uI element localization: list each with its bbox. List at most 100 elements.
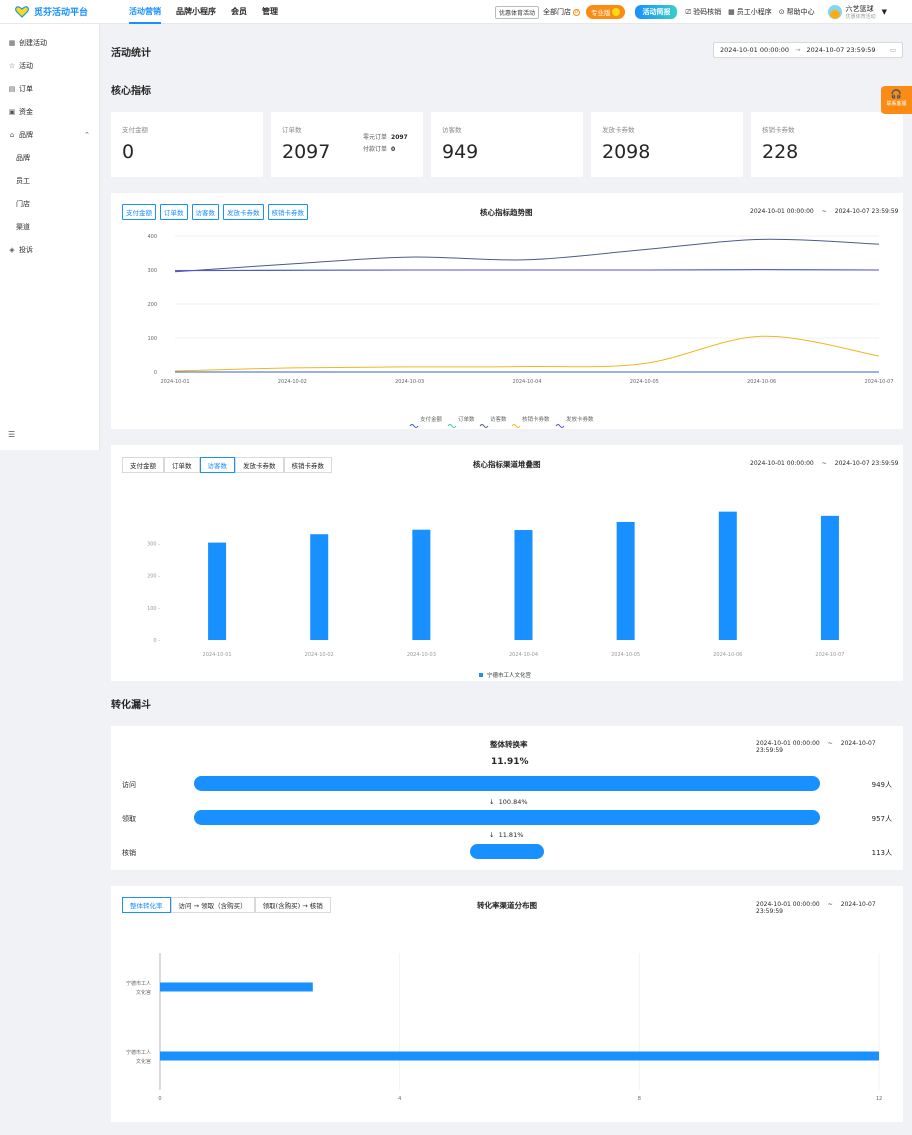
y-tick-label: 200 <box>147 302 157 308</box>
funnel-count: 949人 <box>871 781 892 789</box>
stack-date-start: 2024-10-01 00:00:00 <box>750 460 814 467</box>
sidebar-subitem-staff[interactable]: 员工 <box>16 176 30 185</box>
sidebar-item-brand[interactable]: ⌂ 品牌 ⌃ <box>0 123 99 146</box>
legend-label: 订单数 <box>458 415 475 423</box>
sidebar-item-complaint[interactable]: ◈ 投诉 <box>0 238 99 261</box>
x-tick-label: 2024-10-07 <box>815 652 844 658</box>
kpi-label: 核销卡券数 <box>762 126 795 134</box>
complaint-icon: ◈ <box>9 245 15 254</box>
grid-icon: ▦ <box>728 8 735 16</box>
trend-line-chart: 0 100 200 300 400 2024-10-01 2024-10-02 2024-10… <box>147 234 894 428</box>
sidebar-item-funds[interactable]: ▣ 资金 <box>0 100 99 123</box>
sidebar-item-label: 投诉 <box>19 245 33 254</box>
legend-label: 发放卡券数 <box>566 415 594 423</box>
y-tick-label: 宁德市工人 <box>126 980 151 987</box>
funnel-label: 领取 <box>122 815 136 823</box>
dist-tab[interactable]: 访问 → 领取（含购买） <box>170 897 255 913</box>
stack-tab[interactable]: 发放卡券数 <box>235 457 284 473</box>
nav-manage[interactable]: 管理 <box>262 6 278 16</box>
stack-chart-title: 核心指标渠道堆叠图 <box>473 460 541 469</box>
stack-date-end: 2024-10-07 23:59:59 <box>834 460 899 467</box>
user-name: 六艺篮球 <box>845 4 874 13</box>
stack-tab[interactable]: 支付金额 <box>122 457 164 473</box>
activity-brief-button[interactable]: 活动简报 <box>635 5 678 19</box>
funnel-step-value: 100.84% <box>498 798 528 806</box>
stack-tab[interactable]: 核销卡券数 <box>283 457 332 473</box>
y-tick-label: 300 <box>147 268 157 274</box>
trend-tab[interactable]: 支付金额 <box>122 204 156 220</box>
sidebar-subitem-brand[interactable]: 品牌 <box>16 153 30 162</box>
overall-conversion: 11.91% <box>491 757 529 767</box>
help-label: 帮助中心 <box>786 8 815 16</box>
sidebar-item-create-activity[interactable]: ▦ 创建活动 <box>0 31 99 54</box>
main-nav: 活动营销 品牌小程序 会员 管理 <box>129 0 293 24</box>
kpi-value: 2097 <box>282 141 331 163</box>
trend-tab[interactable]: 发放卡券数 <box>223 204 264 220</box>
bar <box>160 1051 879 1061</box>
funnel-bar <box>194 776 820 791</box>
series-line <box>174 269 880 272</box>
stack-tab[interactable]: 订单数 <box>164 457 200 473</box>
nav-member[interactable]: 会员 <box>231 6 247 16</box>
crown-icon <box>612 8 621 16</box>
page-title: 活动统计 <box>111 48 151 59</box>
funnel-count: 113人 <box>871 849 892 857</box>
store-selector[interactable]: 全部门店 ⇄ <box>543 7 580 17</box>
trend-date-sep: ~ <box>821 208 827 215</box>
dist-tab[interactable]: 领取(含购买) → 核销 <box>254 897 331 913</box>
trend-tab[interactable]: 核销卡券数 <box>267 204 308 220</box>
stack-tab[interactable]: 访客数 <box>199 457 235 473</box>
verify-link[interactable]: ⎚ 验码核销 <box>685 7 721 17</box>
legend-label: 核销卡券数 <box>522 415 550 423</box>
x-tick-label: 2024-10-04 <box>509 652 538 658</box>
collapse-menu-icon[interactable]: ☰ <box>8 430 16 439</box>
calendar-icon: ▭ <box>889 46 896 54</box>
user-menu[interactable]: 六艺篮球 优惠体育活动 ▼ <box>827 4 887 20</box>
kpi-label: 订单数 <box>282 126 302 134</box>
sidebar-item-activity[interactable]: ☆ 活动 <box>0 54 99 77</box>
x-tick-label: 4 <box>398 1096 401 1102</box>
nav-activity-marketing[interactable]: 活动营销 <box>129 0 161 24</box>
funnel-date-end: 2024-10-07 23:59:59 <box>756 740 876 754</box>
dist-chart-date: 2024-10-01 00:00:00 ~2024-10-07 23:59:59 <box>756 901 903 915</box>
funnel-date: 2024-10-01 00:00:00 ~2024-10-07 23:59:59 <box>756 740 903 754</box>
pro-badge[interactable]: 专业版 <box>585 5 626 19</box>
funnel-step-conversion: ↓ 100.84% <box>489 798 549 806</box>
staff-miniprogram-link[interactable]: ▦ 员工小程序 <box>728 7 772 17</box>
funnel-row: 核销 113人 <box>111 844 903 864</box>
app-logo[interactable]: 觅芬活动平台 <box>15 5 115 18</box>
range-arrow: → <box>795 46 801 54</box>
date-range-picker[interactable]: 2024-10-01 00:00:00 → 2024-10-07 23:59:5… <box>713 42 903 58</box>
funnel-bar <box>469 844 545 859</box>
wallet-icon: ▣ <box>8 107 16 116</box>
org-tag[interactable]: 优惠体育活动 <box>494 5 539 19</box>
sidebar-item-order[interactable]: ▤ 订单 <box>0 77 99 100</box>
help-center-link[interactable]: ⊙ 帮助中心 <box>779 7 815 17</box>
funnel-count: 957人 <box>871 815 892 823</box>
x-tick-label: 2024-10-04 <box>512 379 541 385</box>
bar <box>616 521 635 640</box>
series-line <box>174 238 880 273</box>
trend-tab[interactable]: 访客数 <box>191 204 219 220</box>
caret-down-icon: ▼ <box>881 8 887 16</box>
stacked-bar-chart: 0 - 100 - 200 - 300 - 2024-10-01 2024-10-02 20… <box>147 511 844 679</box>
trend-tab[interactable]: 订单数 <box>160 204 188 220</box>
funnel-card: 整体转换率 2024-10-01 00:00:00 ~2024-10-07 23:… <box>111 726 903 870</box>
stack-metric-tabs: 支付金额 订单数 访客数 发放卡券数 核销卡券数 <box>122 457 332 473</box>
dist-chart-title: 转化率渠道分布图 <box>477 901 537 910</box>
funnel-row: 领取 957人 <box>111 810 903 830</box>
trend-chart-date: 2024-10-01 00:00:00 ~2024-10-07 23:59:59 <box>750 208 899 215</box>
x-tick-label: 0 <box>158 1096 161 1102</box>
scan-icon: ⎚ <box>685 7 692 16</box>
dist-tab[interactable]: 整体转化率 <box>122 897 171 913</box>
bar <box>820 515 839 640</box>
y-tick-label: 100 <box>147 336 157 342</box>
x-tick-label: 2024-10-02 <box>278 379 307 385</box>
nav-brand-miniprogram[interactable]: 品牌小程序 <box>176 6 216 16</box>
sidebar-subitem-store[interactable]: 门店 <box>16 199 30 208</box>
heart-logo-icon <box>15 5 29 18</box>
dist-date-sep: ~ <box>827 901 833 908</box>
contact-support-button[interactable]: 🎧 联系客服 <box>881 86 912 114</box>
sidebar-subitem-channel[interactable]: 渠道 <box>16 222 30 231</box>
swap-icon: ⇄ <box>572 8 580 16</box>
